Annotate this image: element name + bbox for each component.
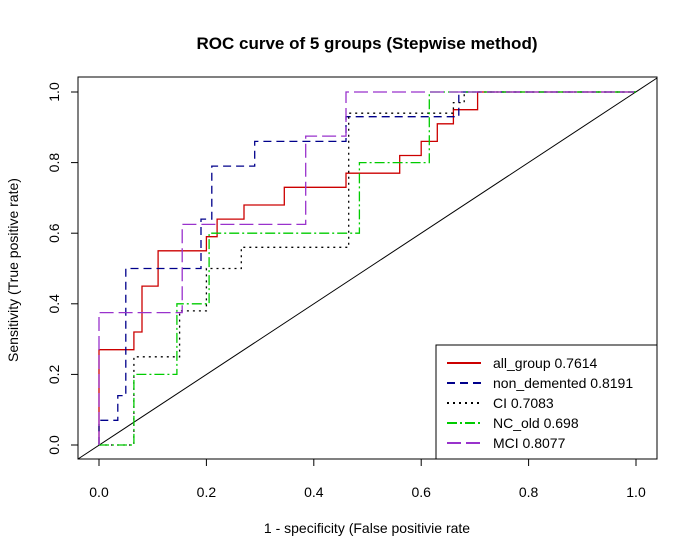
- chart-title: ROC curve of 5 groups (Stepwise method): [197, 34, 538, 53]
- series-line: [99, 91, 636, 446]
- y-tick-label: 0.0: [46, 435, 62, 455]
- x-tick-label: 1.0: [626, 484, 646, 500]
- series-layer: [77, 77, 658, 460]
- legend-entry: MCI 0.8077: [493, 435, 566, 451]
- x-tick-label: 0.8: [519, 484, 539, 500]
- y-axis-label: Sensitivity (True positive rate): [5, 178, 21, 362]
- y-tick-label: 1.0: [46, 82, 62, 102]
- series-line: [98, 91, 636, 445]
- x-tick-label: 0.4: [304, 484, 324, 500]
- x-tick-label: 0.6: [411, 484, 431, 500]
- y-tick-label: 0.4: [46, 294, 62, 314]
- legend-entry: NC_old 0.698: [493, 415, 579, 431]
- y-tick-label: 0.2: [46, 364, 62, 384]
- legend-entry: non_demented 0.8191: [493, 375, 633, 391]
- y-tick-label: 0.8: [46, 153, 62, 173]
- series-line: [99, 91, 636, 446]
- y-tick-label: 0.6: [46, 223, 62, 243]
- axes-layer: 0.0 0.2 0.4 0.6 0.8 1.0 0.0 0.2 0.4 0.6 0.8 1.0: [46, 82, 646, 500]
- x-axis-label: 1 - specificity (False positivie rate: [264, 520, 470, 536]
- diagonal-reference-line: [77, 77, 658, 460]
- legend-entry: all_group 0.7614: [493, 355, 598, 371]
- legend: all_group 0.7614 non_demented 0.8191 CI 0.…: [435, 344, 658, 460]
- x-tick-label: 0.0: [89, 484, 109, 500]
- series-line: [98, 91, 636, 445]
- legend-entry: CI 0.7083: [493, 395, 554, 411]
- series-line: [98, 91, 636, 445]
- x-tick-label: 0.2: [197, 484, 217, 500]
